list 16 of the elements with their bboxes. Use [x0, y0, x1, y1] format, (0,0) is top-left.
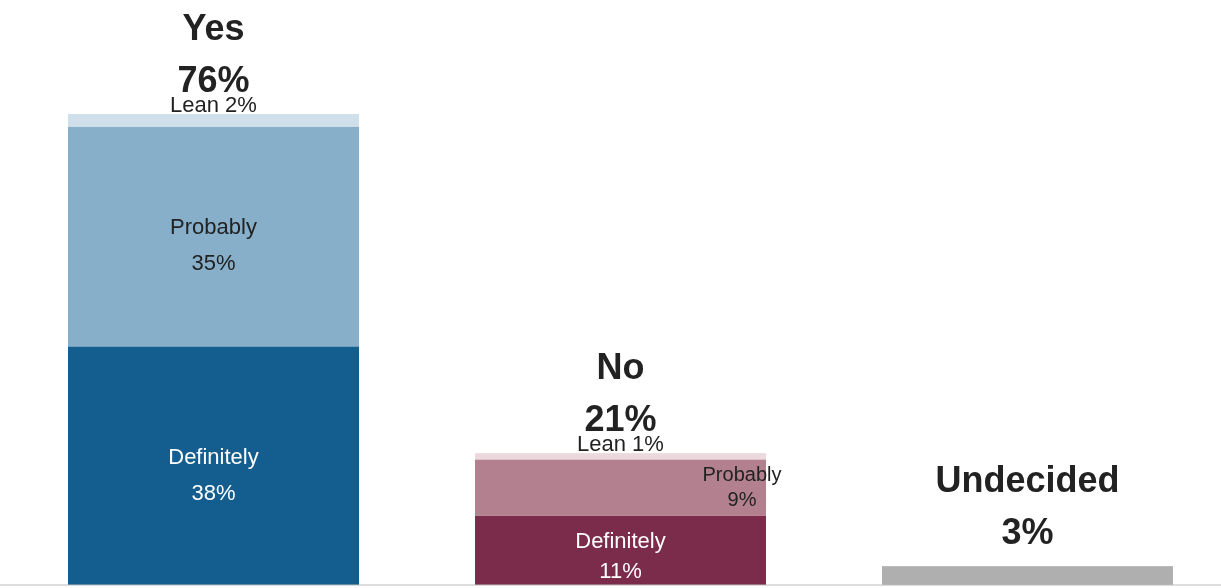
data-label: 9%	[727, 488, 757, 511]
bar	[475, 453, 766, 460]
bar	[68, 346, 359, 585]
series-label: Definitely	[575, 528, 666, 554]
text: Probably	[170, 214, 257, 240]
bar	[475, 515, 766, 585]
data-label: 35%	[191, 250, 236, 276]
total-label: 3%	[1001, 511, 1054, 553]
data-label: 11%	[599, 558, 642, 584]
text: Definitely	[168, 443, 259, 469]
bar	[68, 114, 359, 127]
x-tick-label: Undecided	[935, 459, 1120, 501]
data-label: 38%	[191, 479, 236, 505]
x-tick-label: Yes	[182, 7, 245, 48]
bar	[68, 126, 359, 347]
x-tick-label: No	[596, 346, 645, 388]
